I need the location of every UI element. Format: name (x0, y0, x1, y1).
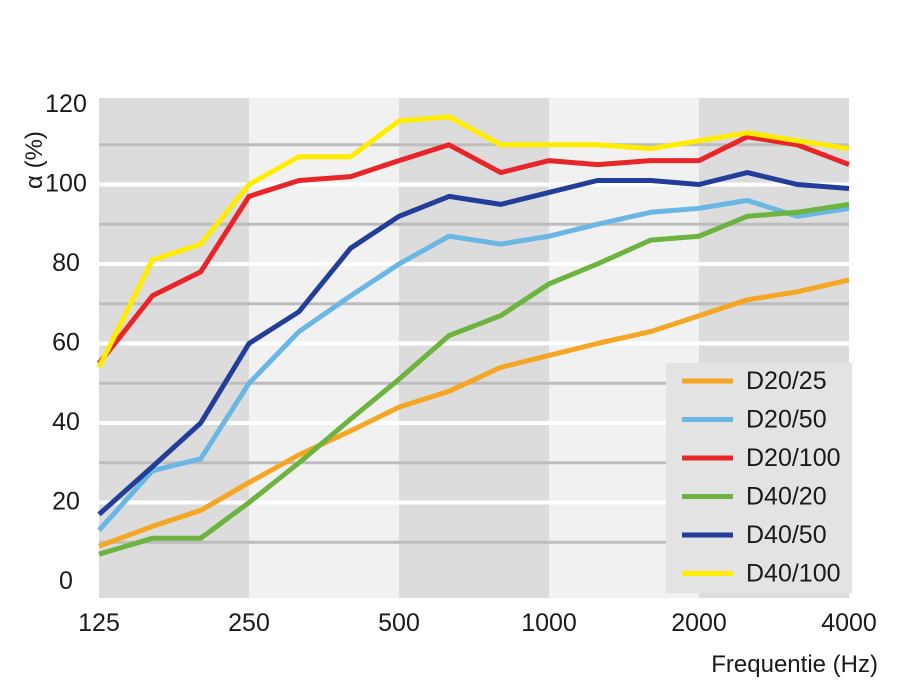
x-tick-label: 250 (228, 609, 270, 637)
y-tick-label: 40 (52, 408, 80, 436)
y-tick-label: 80 (52, 249, 80, 277)
x-tick-label: 125 (78, 609, 120, 637)
legend-label: D20/100 (746, 444, 841, 472)
legend: D20/25 D20/50 D20/100 D40/20 D40/50 D40/100 (666, 363, 852, 593)
legend-box (666, 363, 852, 593)
y-tick-label: 0 (59, 567, 73, 595)
plot-band (99, 98, 249, 598)
y-tick-label: 100 (45, 170, 87, 198)
series-line-D20-100 (97, 134, 850, 365)
plot-band (249, 98, 399, 598)
y-tick-label: 60 (52, 329, 80, 357)
y-tick-label: 120 (45, 90, 87, 118)
x-tick-label: 4000 (821, 609, 877, 637)
x-tick-label: 2000 (671, 609, 727, 637)
legend-label: D40/20 (746, 483, 827, 511)
y-axis-ticks: 0 20 40 60 80 100 120 (45, 90, 87, 595)
series-line-D40-50 (97, 170, 850, 517)
y-tick-label: 20 (52, 488, 80, 516)
series-lines (96, 114, 850, 557)
series-line-D20-25 (98, 277, 850, 549)
series-line-D20-50 (97, 197, 850, 532)
x-axis-label: Frequentie (Hz) (711, 651, 878, 678)
x-axis-ticks: 125 250 500 1000 2000 4000 (78, 609, 877, 637)
legend-label: D20/25 (746, 367, 827, 395)
legend-label: D20/50 (746, 406, 827, 434)
plot-band (399, 98, 549, 598)
x-tick-label: 1000 (521, 609, 577, 637)
series-line-D40-20 (98, 201, 850, 557)
legend-label: D40/50 (746, 521, 827, 549)
legend-label: D40/100 (746, 560, 841, 588)
y-axis-label: α (%) (21, 131, 48, 189)
series-line-D40-100 (96, 114, 850, 369)
x-tick-label: 500 (378, 609, 420, 637)
